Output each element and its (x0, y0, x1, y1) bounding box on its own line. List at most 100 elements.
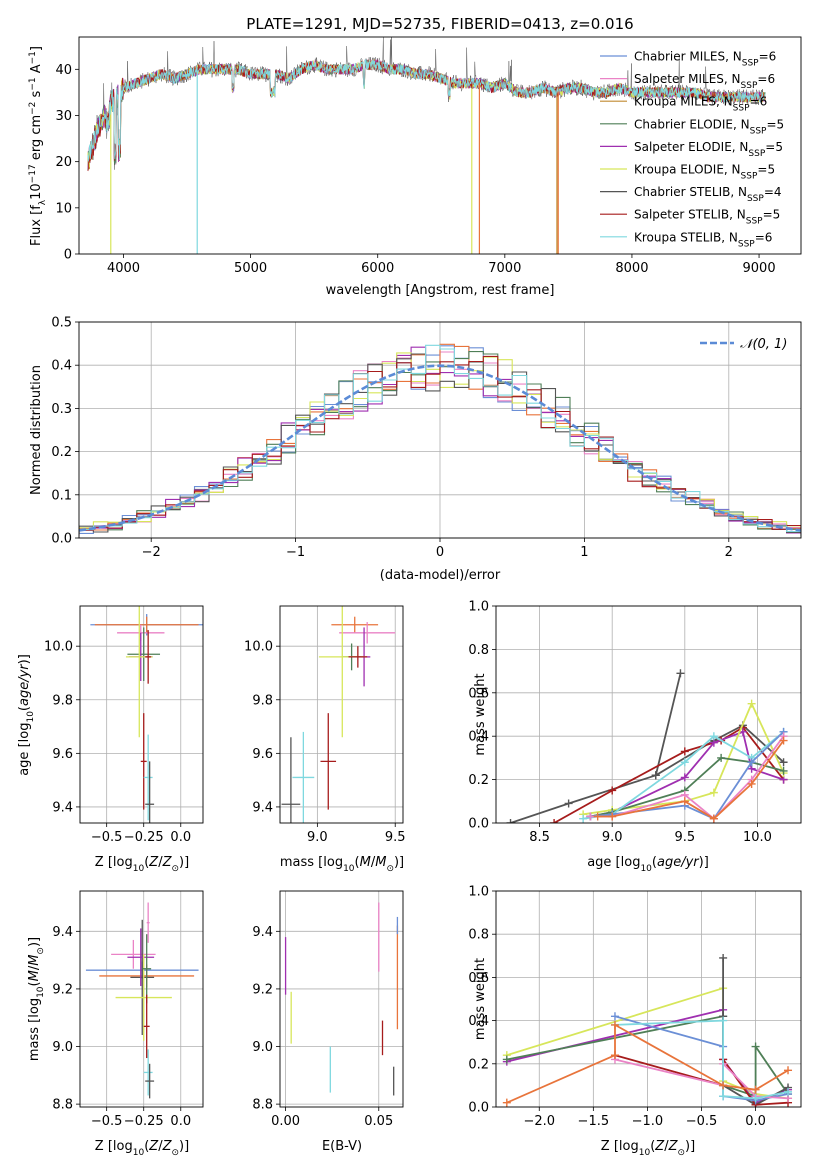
age-vs-Z-axes: −0.5 −0.25 0.0 9.4 9.6 9.8 10.0 (44, 606, 203, 845)
mass-vs-EBV-xlabel: E(B-V) (322, 1139, 362, 1154)
mass-vs-Z-axes: −0.5 −0.25 0.0 8.8 9.0 9.2 9.4 (52, 891, 203, 1129)
y-tick-label: 0.4 (468, 730, 489, 745)
x-tick-label: 7000 (488, 261, 521, 276)
y-tick-label: 30 (55, 109, 72, 124)
weight-marker (751, 1042, 760, 1051)
massweight-vs-Z-lines (502, 953, 793, 1107)
weight-series-line (553, 726, 785, 823)
spectrum-series-line (87, 59, 766, 170)
x-tick-label: 5000 (234, 261, 267, 276)
y-tick-label: 9.8 (252, 693, 273, 708)
weight-marker (779, 736, 788, 745)
y-tick-label: 9.4 (252, 925, 273, 940)
weight-marker (751, 1085, 760, 1094)
weight-marker (550, 819, 559, 823)
x-tick-label: 0.0 (170, 1114, 191, 1129)
massweight-vs-age-frame (495, 605, 802, 824)
histogram-steps (79, 343, 801, 537)
x-tick-label: 0.05 (364, 1114, 393, 1129)
age-vs-mass-axes: 9.0 9.5 9.4 9.6 9.8 10.0 (244, 606, 406, 845)
weight-series-line (506, 1024, 789, 1104)
weight-marker (579, 814, 588, 823)
x-tick-label: 6000 (361, 261, 394, 276)
weight-marker (717, 753, 726, 762)
x-tick-label: 2 (725, 545, 733, 560)
y-tick-label: 0.0 (468, 817, 489, 832)
x-tick-label: −2.0 (523, 1114, 555, 1129)
x-tick-label: 10.0 (743, 830, 772, 845)
legend-label: Chabrier MILES, NSSP=6 (634, 50, 776, 69)
residuals-axes: −2 −1 0 1 2 0.0 0.1 0.2 0.3 0.4 0.5 (51, 316, 801, 560)
legend-label: 𝒩(0, 1) (740, 337, 787, 352)
x-tick-label: 0 (436, 545, 444, 560)
spectrum-axes: 4000 5000 6000 7000 8000 9000 0 10 20 30 40 (55, 63, 775, 276)
y-tick-label: 9.8 (52, 693, 73, 708)
y-tick-label: 10 (55, 201, 72, 216)
x-tick-label: 9.5 (385, 830, 406, 845)
y-tick-label: 0.4 (468, 1014, 489, 1029)
weight-marker (747, 779, 756, 788)
x-tick-label: 9.0 (307, 830, 328, 845)
spectrum-series-line (87, 59, 766, 162)
weight-series-line (506, 1015, 789, 1098)
mass-vs-Z-errorbars (85, 902, 199, 1099)
y-tick-label: 8.8 (52, 1098, 73, 1113)
massweight-vs-age-lines (506, 669, 788, 823)
y-tick-label: 20 (55, 155, 72, 170)
x-tick-label: 1 (580, 545, 588, 560)
x-tick-label: −1.0 (632, 1114, 664, 1129)
weight-marker (719, 1092, 728, 1101)
weight-marker (709, 814, 718, 823)
histogram-series (79, 344, 801, 533)
x-tick-label: −0.5 (91, 830, 123, 845)
age-vs-Z-xlabel: Z [log10(Z/Z⊙)] (95, 855, 189, 874)
y-tick-label: 0.4 (51, 359, 72, 374)
y-tick-label: 0.5 (51, 316, 72, 331)
legend-label: Chabrier STELIB, NSSP=4 (634, 185, 782, 204)
x-tick-label: 0.0 (170, 830, 191, 845)
weight-marker (680, 773, 689, 782)
weight-marker (784, 1066, 793, 1075)
x-tick-label: −0.5 (91, 1114, 123, 1129)
y-tick-label: 0.0 (51, 532, 72, 547)
y-tick-label: 0 (64, 248, 72, 263)
y-tick-label: 0.0 (468, 1101, 489, 1116)
mass-vs-Z-xlabel: Z [log10(Z/Z⊙)] (95, 1139, 189, 1158)
age-vs-Z-errorbars (90, 606, 203, 823)
x-tick-label: −0.25 (124, 830, 164, 845)
weight-marker (751, 1094, 760, 1103)
y-tick-label: 0.6 (468, 686, 489, 701)
x-tick-label: −0.25 (124, 1114, 164, 1129)
weight-marker (680, 747, 689, 756)
weight-marker (680, 797, 689, 806)
weight-marker (564, 799, 573, 808)
spectrum-ylabel: Flux [fλ10−17 erg cm−2 s−1 A−1] (28, 46, 48, 246)
legend-label: Kroupa MILES, NSSP=6 (634, 95, 767, 114)
y-tick-label: 8.8 (252, 1098, 273, 1113)
y-tick-label: 0.2 (468, 773, 489, 788)
y-tick-label: 9.2 (52, 982, 73, 997)
spectrum-legend: Chabrier MILES, NSSP=6 Salpeter MILES, NS… (600, 50, 784, 249)
weight-marker (784, 1087, 793, 1096)
x-tick-label: 9000 (743, 261, 776, 276)
weight-marker (502, 1098, 511, 1107)
weight-marker (586, 812, 595, 821)
massweight-vs-Z-ylabel: mass weight (473, 958, 488, 1040)
massweight-vs-age-xlabel: age [log10(age/yr)] (587, 855, 709, 874)
y-tick-label: 9.2 (252, 982, 273, 997)
y-tick-label: 0.6 (468, 971, 489, 986)
figure-title: PLATE=1291, MJD=52735, FIBERID=0413, z=0… (246, 15, 633, 33)
x-tick-label: −0.5 (686, 1114, 718, 1129)
legend-label: Salpeter STELIB, NSSP=5 (634, 208, 780, 227)
weight-marker (593, 812, 602, 821)
weight-marker (747, 699, 756, 708)
x-tick-label: −1.5 (578, 1114, 610, 1129)
mass-vs-Z-frame (79, 890, 204, 1108)
weight-marker (719, 1016, 728, 1025)
y-tick-label: 9.0 (52, 1040, 73, 1055)
spectrum-lines (87, 37, 766, 254)
age-vs-Z-ylabel: age [log10(age/yr)] (17, 654, 36, 776)
y-tick-label: 9.4 (52, 925, 73, 940)
y-tick-label: 0.2 (51, 445, 72, 460)
